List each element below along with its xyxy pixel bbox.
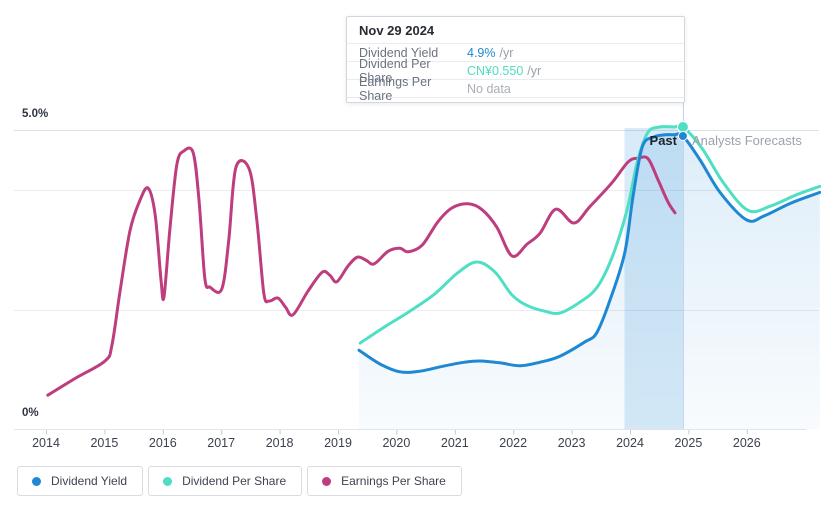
legend-item-dividend-per-share[interactable]: Dividend Per Share (148, 466, 303, 496)
x-axis-label-2020: 2020 (382, 436, 411, 450)
x-axis-label-2025: 2025 (674, 436, 703, 450)
tooltip-value: No data (467, 81, 511, 96)
series-line-dividend-per-share (358, 123, 821, 345)
x-axis-label-2014: 2014 (32, 436, 60, 450)
tooltip-value: 4.9% (467, 45, 496, 60)
tooltip-unit: /yr (499, 45, 514, 60)
forecast-region-label: Analysts Forecasts (692, 133, 802, 148)
legend-label: Dividend Per Share (182, 474, 287, 488)
x-axis-label-2017: 2017 (207, 436, 236, 450)
x-axis-label-2023: 2023 (557, 436, 586, 450)
tooltip-label: Dividend Yield (359, 45, 439, 60)
tooltip-row-dividend-yield: Dividend Yield 4.9% /yr (347, 44, 684, 62)
y-axis-max-label: 5.0% (22, 108, 49, 120)
hover-marker-dividend-per-share (676, 121, 689, 133)
x-axis-label-2016: 2016 (148, 436, 177, 450)
y-axis-zero-label: 0% (22, 407, 39, 419)
x-axis-label-2022: 2022 (499, 436, 528, 450)
x-axis-label-2024: 2024 (616, 436, 644, 450)
series-line-dividend-yield (357, 132, 821, 374)
past-region-label: Past (649, 133, 677, 148)
dividend-yield-area (359, 133, 820, 429)
hover-marker-dividend-yield (677, 131, 688, 141)
tooltip-row-earnings-per-share: Earnings Per Share No data (347, 75, 684, 103)
legend-label: Dividend Yield (51, 474, 128, 488)
dividend-per-share-dot-icon (163, 476, 173, 486)
series-line-earnings-per-share (46, 146, 677, 397)
tooltip-unit: /yr (527, 63, 542, 78)
x-axis-label-2019: 2019 (324, 436, 352, 450)
legend-label: Earnings Per Share (341, 474, 446, 488)
chart-tooltip: Nov 29 2024 Dividend Yield 4.9% /yr Divi… (346, 16, 685, 103)
x-axis-label-2021: 2021 (440, 436, 469, 450)
tooltip-value: CN¥0.550 (467, 63, 524, 78)
earnings-per-share-dot-icon (322, 476, 332, 486)
tooltip-date: Nov 29 2024 (347, 17, 684, 44)
x-axis-label-2018: 2018 (265, 436, 294, 450)
x-axis-label-2015: 2015 (90, 436, 119, 450)
legend-item-dividend-yield[interactable]: Dividend Yield (17, 466, 144, 496)
tooltip-label: Dividend Per Share (359, 56, 431, 85)
x-axis-label-2026: 2026 (732, 436, 761, 450)
tooltip-label: Earnings Per Share (359, 74, 432, 103)
tooltip-row-dividend-per-share: Dividend Per Share CN¥0.550 /yr (347, 57, 684, 85)
legend-item-earnings-per-share[interactable]: Earnings Per Share (307, 466, 462, 496)
chart-legend: Dividend Yield Dividend Per Share Earnings… (17, 466, 462, 496)
dividend-yield-dot-icon (32, 476, 41, 486)
